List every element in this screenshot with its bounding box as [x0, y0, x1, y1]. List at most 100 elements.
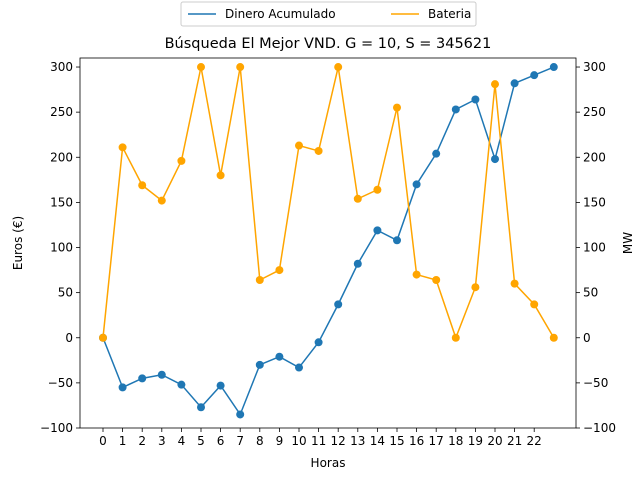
point-dinero — [334, 300, 343, 309]
x-tick-label: 15 — [389, 434, 404, 448]
legend-label-dinero: Dinero Acumulado — [225, 7, 336, 21]
y-tick-label-right: 200 — [583, 150, 606, 164]
x-tick-label: 6 — [217, 434, 225, 448]
y-tick-label-left: 150 — [50, 195, 73, 209]
x-tick-label: 0 — [99, 434, 107, 448]
x-tick-label: 17 — [429, 434, 444, 448]
x-tick-label: 7 — [236, 434, 244, 448]
y-tick-label-right: 0 — [583, 331, 591, 345]
y-tick-label-right: −50 — [583, 376, 608, 390]
plot-area — [99, 63, 558, 419]
point-bateria — [471, 283, 480, 292]
point-bateria — [197, 63, 205, 72]
series-line-dinero — [102, 66, 555, 417]
x-tick-label: 3 — [158, 434, 166, 448]
legend: Dinero Acumulado Bateria — [180, 1, 477, 27]
point-dinero — [118, 383, 127, 392]
y-tick-label-left: 200 — [50, 150, 73, 164]
point-dinero — [412, 180, 421, 189]
point-dinero — [157, 370, 166, 379]
point-bateria — [491, 80, 499, 89]
x-tick-label: 12 — [331, 434, 346, 448]
axes-frame — [79, 57, 577, 429]
point-bateria — [177, 156, 186, 165]
x-tick-label: 21 — [507, 434, 522, 448]
x-tick-label: 5 — [197, 434, 205, 448]
y-tick-label-right: −100 — [583, 421, 616, 435]
point-bateria — [412, 270, 421, 279]
legend-label-bateria: Bateria — [428, 7, 471, 21]
y-tick-label-left: −100 — [40, 421, 73, 435]
x-tick-label: 2 — [138, 434, 146, 448]
x-tick-label: 14 — [370, 434, 385, 448]
y-tick-label-left: 100 — [50, 241, 73, 255]
x-tick-label: 19 — [468, 434, 483, 448]
x-tick-label: 16 — [409, 434, 424, 448]
x-tick-label: 11 — [311, 434, 326, 448]
x-tick-label: 4 — [178, 434, 186, 448]
point-bateria — [334, 63, 343, 72]
x-axis-label: Horas — [311, 456, 346, 470]
point-dinero — [275, 352, 284, 361]
point-dinero — [530, 71, 539, 80]
x-tick-label: 13 — [350, 434, 365, 448]
chart-title: Búsqueda El Mejor VND. G = 10, S = 34562… — [165, 36, 492, 52]
point-dinero — [314, 338, 323, 347]
point-bateria — [549, 333, 558, 342]
y-tick-label-left: −50 — [48, 376, 73, 390]
point-bateria — [295, 141, 303, 150]
left-y-axis: −100 −50 0 50 100 150 200 250 300 — [40, 60, 80, 435]
y-tick-label-right: 300 — [583, 60, 606, 74]
x-tick-label: 22 — [527, 434, 542, 448]
point-dinero — [255, 360, 264, 369]
y-tick-label-right: 250 — [583, 105, 606, 119]
point-bateria — [99, 333, 107, 342]
point-bateria — [118, 143, 127, 152]
right-y-axis: −100 −50 0 50 100 150 200 250 300 — [576, 60, 616, 435]
x-tick-label: 9 — [276, 434, 284, 448]
legend-frame — [180, 1, 477, 27]
point-dinero — [177, 380, 186, 389]
x-axis: 0 1 2 3 4 5 6 7 8 9 10 11 12 13 14 15 16 17 18 19 20 21 22 — [99, 428, 542, 448]
x-tick-label: 18 — [448, 434, 463, 448]
point-dinero — [353, 259, 362, 268]
point-dinero — [138, 374, 147, 383]
point-dinero — [216, 381, 225, 390]
y-tick-label-left: 300 — [50, 60, 73, 74]
point-bateria — [255, 276, 264, 284]
x-tick-label: 20 — [487, 434, 502, 448]
point-dinero — [393, 236, 401, 245]
point-bateria — [432, 276, 441, 284]
point-dinero — [549, 63, 558, 72]
x-tick-label: 10 — [291, 434, 306, 448]
point-bateria — [157, 196, 166, 205]
point-dinero — [373, 226, 382, 235]
point-dinero — [491, 155, 499, 164]
y-tick-label-right: 50 — [583, 286, 598, 300]
point-dinero — [471, 95, 480, 104]
point-bateria — [275, 266, 284, 275]
right-y-axis-label: MW — [621, 232, 635, 254]
point-dinero — [295, 363, 303, 372]
point-bateria — [236, 63, 245, 72]
point-bateria — [314, 146, 323, 155]
point-bateria — [393, 103, 401, 112]
y-tick-label-left: 250 — [50, 105, 73, 119]
left-y-axis-label: Euros (€) — [11, 216, 25, 270]
x-tick-label: 8 — [256, 434, 264, 448]
point-bateria — [216, 171, 225, 180]
point-dinero — [451, 105, 460, 114]
point-bateria — [510, 279, 519, 288]
y-tick-label-left: 50 — [58, 286, 73, 300]
series-line-bateria — [102, 66, 555, 340]
x-tick-label: 1 — [119, 434, 127, 448]
point-bateria — [451, 333, 460, 342]
y-tick-label-left: 0 — [65, 331, 73, 345]
y-tick-label-right: 100 — [583, 241, 606, 255]
point-dinero — [236, 410, 245, 419]
point-dinero — [510, 79, 519, 88]
point-bateria — [530, 300, 539, 309]
point-bateria — [373, 185, 382, 194]
point-dinero — [432, 149, 441, 158]
